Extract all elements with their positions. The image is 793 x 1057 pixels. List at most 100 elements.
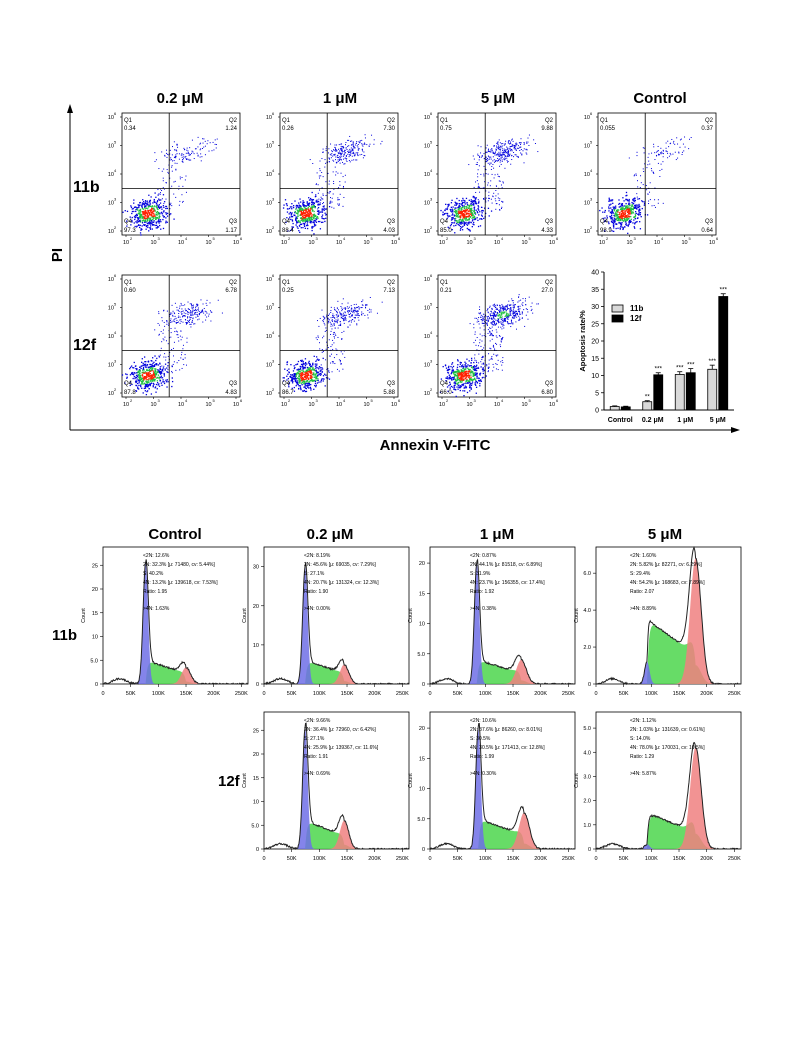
scatter-point: [141, 221, 143, 223]
scatter-point: [468, 228, 470, 231]
scatter-point: [627, 215, 630, 217]
scatter-point: [308, 384, 311, 386]
scatter-point: [182, 310, 184, 312]
scatter-point: [311, 373, 313, 376]
scatter-point: [467, 207, 470, 210]
scatter-point: [503, 158, 505, 160]
scatter-point: [158, 311, 160, 313]
scatter-point: [325, 374, 327, 376]
scatter-point: [299, 223, 302, 225]
scatter-point: [303, 203, 305, 206]
scatter-point: [463, 220, 465, 222]
scatter-point: [302, 362, 304, 364]
scatter-point: [313, 214, 315, 217]
scatter-point: [170, 328, 172, 330]
scatter-point: [478, 159, 480, 161]
scatter-point: [307, 384, 309, 387]
scatter-point: [351, 159, 353, 161]
scatter-point: [298, 371, 300, 373]
scatter-point: [169, 159, 171, 161]
scatter-point: [323, 322, 325, 324]
scatter-point: [460, 377, 463, 379]
scatter-point: [180, 302, 182, 304]
scatter-point: [176, 150, 178, 152]
scatter-point: [450, 377, 452, 379]
scatter-point: [485, 212, 487, 215]
scatter-point: [498, 149, 500, 151]
scatter-point: [622, 228, 624, 230]
scatter-point: [459, 215, 461, 217]
scatter-point: [288, 218, 290, 220]
scatter-point: [620, 210, 622, 213]
scatter-point: [343, 314, 345, 316]
scatter-point: [147, 386, 149, 388]
scatter-point: [500, 322, 502, 324]
scatter-point: [153, 209, 155, 212]
scatter-point: [470, 202, 472, 205]
scatter-point: [335, 348, 337, 350]
scatter-point: [146, 363, 149, 366]
scatter-point: [307, 212, 309, 215]
y-tick-label: 10: [108, 363, 114, 369]
scatter-point: [139, 232, 142, 234]
scatter-point: [466, 378, 468, 381]
scatter-point: [522, 302, 524, 304]
scatter-point: [446, 217, 448, 220]
scatter-point: [455, 371, 457, 373]
scatter-point: [497, 158, 499, 160]
scatter-point: [458, 216, 460, 218]
scatter-point: [462, 390, 464, 392]
scatter-point: [490, 198, 492, 200]
x-tick-exponent: 6: [240, 236, 243, 241]
x-tick-label: 10: [281, 402, 287, 408]
scatter-point: [657, 199, 659, 201]
scatter-point: [332, 193, 334, 195]
scatter-point: [307, 210, 309, 213]
scatter-point: [342, 186, 344, 188]
scatter-point: [463, 371, 466, 373]
scatter-point: [502, 310, 504, 312]
scatter-point: [309, 372, 311, 374]
scatter-point: [187, 152, 189, 154]
scatter-point: [299, 368, 301, 371]
scatter-point: [179, 319, 181, 321]
scatter-point: [311, 226, 313, 228]
scatter-point: [161, 317, 163, 319]
scatter-point: [312, 214, 314, 216]
scatter-point: [156, 357, 158, 360]
scatter-point: [301, 212, 304, 215]
scatter-point: [490, 158, 492, 160]
scatter-point: [315, 372, 318, 374]
scatter-point: [352, 314, 354, 316]
y-tick-exponent: 4: [430, 168, 433, 173]
scatter-point: [160, 199, 162, 201]
scatter-point: [322, 151, 324, 153]
scatter-point: [512, 140, 514, 142]
scatter-point: [453, 382, 455, 384]
scatter-point: [174, 327, 176, 329]
scatter-point: [522, 150, 524, 152]
scatter-point: [315, 220, 317, 222]
scatter-point: [625, 215, 627, 217]
scatter-point: [182, 200, 184, 202]
scatter-point: [193, 153, 195, 155]
scatter-point: [163, 188, 165, 190]
scatter-point: [304, 207, 306, 209]
scatter-point: [148, 212, 151, 214]
scatter-point: [197, 309, 199, 311]
scatter-point: [337, 300, 339, 302]
scatter-point: [302, 222, 304, 225]
scatter-point: [493, 317, 495, 319]
y-tick-label: 10: [584, 229, 590, 235]
scatter-point: [487, 149, 489, 151]
scatter-point: [320, 199, 322, 201]
scatter-point: [164, 325, 166, 327]
scatter-point: [492, 195, 494, 197]
scatter-point: [492, 164, 494, 166]
scatter-point: [331, 153, 333, 155]
scatter-point: [301, 209, 304, 211]
scatter-point: [451, 211, 453, 213]
scatter-point: [327, 318, 329, 320]
scatter-point: [474, 199, 476, 201]
scatter-point: [518, 147, 520, 149]
